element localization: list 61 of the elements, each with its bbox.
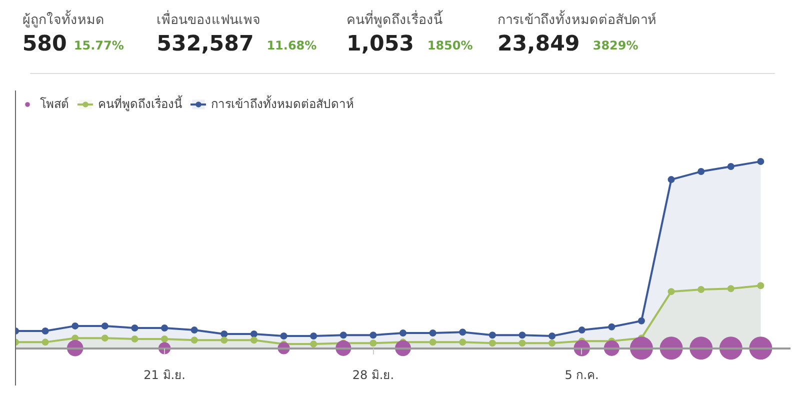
point <box>578 326 586 334</box>
text: 532,587 <box>156 32 254 56</box>
point <box>131 324 138 332</box>
point <box>131 336 138 343</box>
text: 11.68% <box>266 38 317 52</box>
point <box>668 288 675 296</box>
legend-label: การเข้าถึงทั้งหมดต่อสัปดาห์ <box>211 94 354 113</box>
point <box>518 332 526 339</box>
legend-label: คนที่พูดถึงเรื่องนี้ <box>98 94 182 113</box>
point <box>757 282 764 290</box>
point <box>518 340 526 347</box>
point <box>340 332 347 339</box>
point <box>429 330 436 337</box>
text: 580 <box>22 32 67 56</box>
point <box>161 324 168 332</box>
text: 3829% <box>592 38 638 52</box>
point <box>72 322 79 330</box>
point <box>42 338 49 346</box>
text: เพื่อนของแฟนเพจ <box>156 10 261 28</box>
point <box>280 332 288 340</box>
point <box>698 286 705 294</box>
point <box>638 317 645 324</box>
point <box>190 326 198 334</box>
text: คนที่พูดถึงเรื่องนี้ <box>346 10 444 28</box>
text: 1,053 <box>346 32 414 56</box>
point <box>488 340 496 347</box>
point <box>370 332 377 339</box>
point <box>698 168 705 176</box>
point <box>370 340 377 347</box>
point <box>429 338 436 346</box>
point <box>668 176 675 184</box>
text: 15.77% <box>74 38 124 52</box>
point <box>548 340 556 347</box>
text: 23,849 <box>497 32 580 56</box>
point <box>310 340 318 348</box>
point <box>101 322 108 330</box>
point <box>220 336 228 344</box>
point <box>220 330 228 338</box>
point <box>400 330 406 337</box>
text: 1850% <box>427 38 473 52</box>
text: ผู้ถูกใจทั้งหมด <box>22 10 104 28</box>
legend-label: โพสต์ <box>40 96 69 113</box>
point <box>310 332 318 340</box>
x-tick-label: 21 มิ.ย. <box>144 368 186 382</box>
point <box>727 162 734 170</box>
point <box>250 336 258 344</box>
point <box>161 336 168 343</box>
point <box>727 285 734 292</box>
point <box>488 332 496 339</box>
x-tick-label: 5 ก.ค. <box>564 368 599 382</box>
point <box>459 338 466 346</box>
point <box>42 327 49 334</box>
x-tick-label: 28 มิ.ย. <box>352 368 394 382</box>
point <box>608 323 616 330</box>
point <box>190 336 198 344</box>
point <box>250 330 258 338</box>
point <box>548 332 556 340</box>
point <box>459 328 466 336</box>
text: การเข้าถึงทั้งหมดต่อสัปดาห์ <box>497 10 656 28</box>
point <box>101 334 108 342</box>
point <box>757 158 764 165</box>
